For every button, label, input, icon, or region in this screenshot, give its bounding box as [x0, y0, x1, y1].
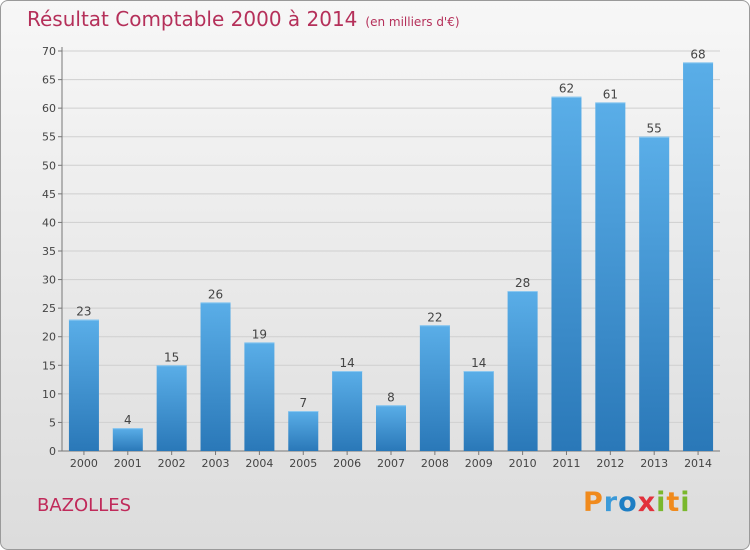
- labels: 0 5 10 15 20 25 30 35 40 45 50 55 60 65 70 23 2000 4 2001 1…: [42, 45, 712, 470]
- bar-value-label: 8: [387, 390, 395, 404]
- y-tick-label: 70: [42, 45, 56, 58]
- y-tick-label: 0: [49, 445, 56, 458]
- bars: [68, 62, 714, 452]
- y-tick-label: 40: [42, 216, 56, 229]
- bar-2011: [551, 96, 582, 451]
- y-tick-label: 60: [42, 102, 56, 115]
- chart-title-text: Résultat Comptable 2000 à 2014: [27, 7, 358, 31]
- bar-2003: [200, 302, 231, 451]
- bar-value-label: 14: [471, 356, 486, 370]
- x-tick-label: 2001: [114, 457, 142, 470]
- x-tick-label: 2003: [202, 457, 230, 470]
- y-tick-label: 55: [42, 131, 56, 144]
- logo-letter: t: [666, 487, 681, 518]
- bar-2001: [112, 428, 143, 451]
- x-tick-label: 2002: [158, 457, 186, 470]
- y-tick-label: 25: [42, 302, 56, 315]
- bar-value-label: 62: [559, 82, 574, 96]
- x-tick-label: 2013: [640, 457, 668, 470]
- x-tick-label: 2008: [421, 457, 449, 470]
- logo-letter: x: [637, 487, 657, 518]
- chart-title: Résultat Comptable 2000 à 2014 (en millie…: [27, 7, 460, 31]
- y-tick-label: 35: [42, 245, 56, 258]
- x-tick-label: 2011: [552, 457, 580, 470]
- x-tick-label: 2014: [684, 457, 712, 470]
- bar-2000: [68, 319, 99, 451]
- bar-value-label: 61: [603, 87, 618, 101]
- x-tick-label: 2004: [245, 457, 273, 470]
- bar-2006: [332, 371, 363, 451]
- logo-letter: i: [656, 487, 667, 518]
- bar-value-label: 14: [339, 356, 354, 370]
- bar-value-label: 15: [164, 350, 179, 364]
- x-tick-label: 2005: [289, 457, 317, 470]
- x-tick-label: 2010: [509, 457, 537, 470]
- y-tick-label: 5: [49, 416, 56, 429]
- bar-value-label: 23: [76, 305, 91, 319]
- bar-value-label: 22: [427, 310, 442, 324]
- bar-value-label: 4: [124, 413, 132, 427]
- y-tick-label: 15: [42, 359, 56, 372]
- y-tick-label: 10: [42, 388, 56, 401]
- y-tick-label: 20: [42, 331, 56, 344]
- chart-subtitle: (en milliers d'€): [365, 15, 460, 29]
- bar-2002: [156, 365, 187, 451]
- bar-value-label: 26: [208, 287, 223, 301]
- y-tick-label: 45: [42, 188, 56, 201]
- logo-letter: o: [618, 487, 638, 518]
- x-tick-label: 2009: [465, 457, 493, 470]
- logo-letter: r: [603, 487, 619, 518]
- y-tick-label: 30: [42, 274, 56, 287]
- x-tick-label: 2000: [70, 457, 98, 470]
- x-tick-label: 2007: [377, 457, 405, 470]
- bar-2008: [419, 325, 450, 451]
- bar-2013: [639, 136, 670, 451]
- x-tick-label: 2012: [596, 457, 624, 470]
- x-tick-label: 2006: [333, 457, 361, 470]
- bar-2009: [463, 371, 494, 451]
- bar-2014: [683, 62, 714, 452]
- bar-2004: [244, 342, 275, 451]
- town-name: BAZOLLES: [37, 495, 132, 516]
- bar-2010: [507, 291, 538, 451]
- y-tick-label: 65: [42, 74, 56, 87]
- bar-2012: [595, 102, 626, 451]
- bar-2007: [376, 405, 406, 451]
- bar-value-label: 28: [515, 276, 530, 290]
- bar-2005: [288, 411, 319, 451]
- proxiti-logo[interactable]: Proxiti: [583, 487, 691, 518]
- bar-value-label: 55: [647, 122, 662, 136]
- logo-letter: P: [583, 487, 604, 518]
- bar-value-label: 7: [299, 396, 307, 410]
- logo-letter: i: [680, 487, 691, 518]
- y-tick-label: 50: [42, 159, 56, 172]
- bar-value-label: 19: [252, 327, 267, 341]
- bar-value-label: 68: [690, 47, 705, 61]
